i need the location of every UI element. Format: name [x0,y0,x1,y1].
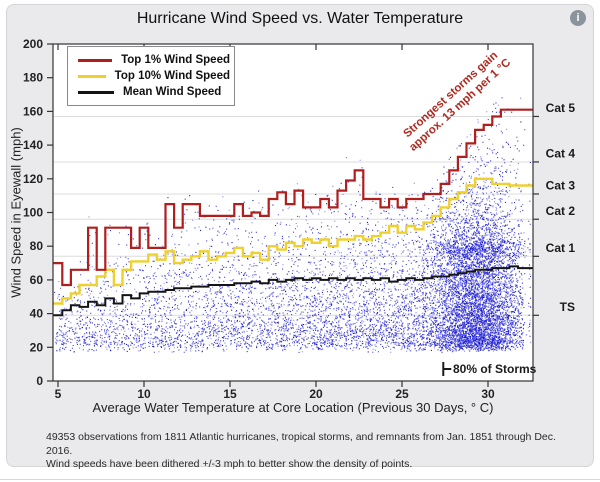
bottom-divider [0,479,600,480]
figure-caption: 49353 observations from 1811 Atlantic hu… [46,431,576,472]
legend: Top 1% Wind Speed Top 10% Wind Speed Mea… [67,46,235,106]
legend-swatch-top1 [78,58,113,62]
y-axis-label: Wind Speed in Eyewall (mph) [8,127,24,298]
info-icon[interactable]: i [570,10,586,26]
caption-line2: Wind speeds have been dithered +/-3 mph … [46,458,413,470]
legend-swatch-top10 [78,74,106,78]
legend-item-mean: Mean Wind Speed [78,84,230,100]
legend-label-top10: Top 10% Wind Speed [114,70,230,82]
storms-annotation: 80% of Storms [453,362,537,376]
chart-title: Hurricane Wind Speed vs. Water Temperatu… [136,10,464,27]
x-axis-label: Average Water Temperature at Core Locati… [92,400,494,415]
legend-swatch-mean [78,90,114,94]
legend-item-top1: Top 1% Wind Speed [78,52,230,68]
legend-item-top10: Top 10% Wind Speed [78,68,230,84]
legend-label-mean: Mean Wind Speed [123,86,222,98]
legend-label-top1: Top 1% Wind Speed [121,54,230,66]
caption-line1: 49353 observations from 1811 Atlantic hu… [46,431,556,457]
